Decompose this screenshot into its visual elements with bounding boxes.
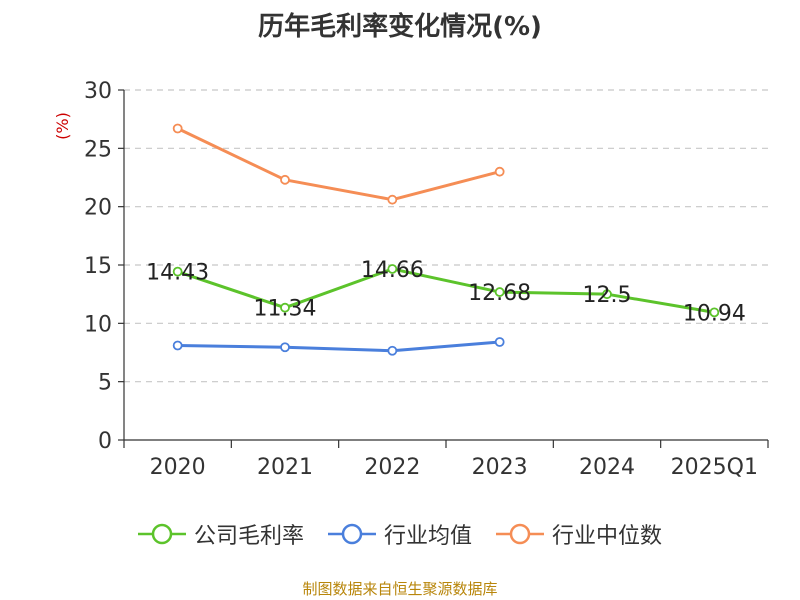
data-point: [172, 340, 183, 351]
data-point: [602, 289, 612, 300]
legend-swatch-marker: [151, 523, 173, 545]
data-point: [280, 302, 290, 313]
data-label: 14.66: [361, 258, 424, 283]
x-tick-label: 2020: [150, 455, 206, 480]
label-layer: 14.43 11.34 14.66 12.68 12.5 10.94: [146, 258, 746, 326]
data-label: 14.43: [146, 261, 209, 286]
x-tick-label: 2024: [579, 455, 635, 480]
legend-swatch-marker: [341, 523, 363, 545]
data-point: [494, 166, 505, 177]
data-label: 12.68: [468, 281, 531, 306]
x-tick-label: 2023: [472, 455, 528, 480]
source-note: 制图数据来自恒生聚源数据库: [302, 580, 498, 598]
series-layer: [172, 123, 720, 356]
data-label: 10.94: [683, 301, 746, 326]
legend-label: 行业均值: [383, 524, 472, 549]
data-point: [494, 337, 505, 347]
x-tick-label: 2021: [257, 455, 313, 480]
y-axis-label: (%): [53, 112, 72, 140]
series-line: [177, 267, 715, 314]
legend-item[interactable]: 行业中位数: [496, 518, 662, 550]
data-point: [280, 342, 290, 353]
data-point: [387, 264, 398, 274]
legend-swatch-marker: [509, 523, 531, 545]
x-tick-label: 2022: [364, 455, 420, 480]
data-point: [172, 266, 183, 277]
x-tick-label: 2025Q1: [671, 455, 758, 480]
grid-layer: [124, 89, 768, 383]
legend-item[interactable]: 公司毛利率: [137, 518, 304, 550]
data-point: [387, 345, 398, 356]
legend-label: 公司毛利率: [193, 524, 304, 549]
data-point: [387, 194, 398, 205]
y-tick-label: 20: [84, 196, 112, 221]
axis-layer: 0 5 10 15 20 25 30 2020 2021 2022 2023 2024 2025Q1 (%…: [53, 79, 769, 480]
series-line: [177, 340, 500, 353]
legend: 公司毛利率 行业均值 行业中位数: [0, 518, 800, 550]
data-point: [494, 287, 505, 297]
data-point: [172, 123, 183, 134]
legend-swatch: [137, 523, 186, 545]
legend-swatch: [327, 523, 376, 545]
chart-title: 历年毛利率变化情况(%): [258, 12, 542, 42]
y-tick-label: 5: [98, 371, 112, 396]
legend-swatch: [496, 523, 544, 545]
series-line: [177, 127, 501, 202]
data-point: [280, 174, 290, 185]
y-tick-label: 30: [84, 79, 112, 104]
y-tick-label: 10: [84, 312, 112, 337]
y-tick-label: 15: [84, 254, 112, 279]
data-label: 11.34: [254, 297, 317, 322]
y-tick-label: 0: [98, 429, 112, 454]
y-tick-label: 25: [84, 137, 112, 162]
data-label: 12.5: [583, 283, 632, 308]
data-point: [709, 307, 720, 318]
legend-item[interactable]: 行业均值: [327, 518, 472, 550]
legend-label: 行业中位数: [552, 524, 663, 549]
